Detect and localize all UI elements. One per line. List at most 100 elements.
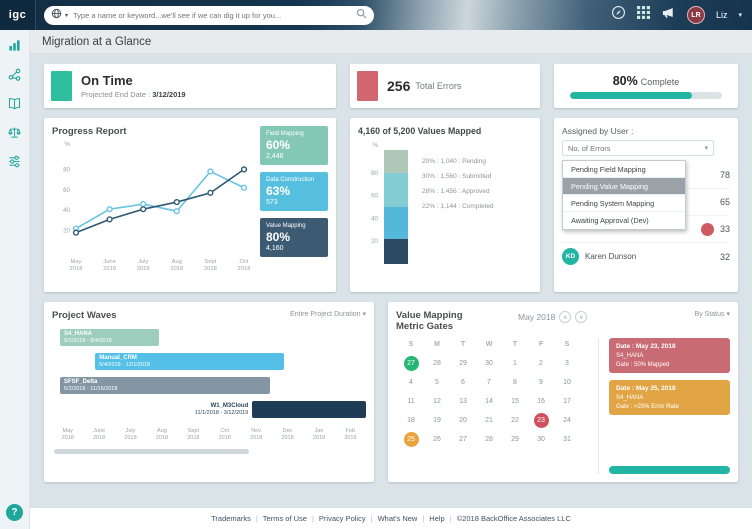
gantt-axis-label: May 2018 [52,428,83,442]
gate-rule: Gate : >25% Error Rate [616,404,679,410]
calendar-day[interactable]: 9 [539,379,543,386]
calendar-day[interactable]: 29 [459,360,467,367]
sidebar-item-dashboard[interactable] [5,40,25,56]
megaphone-icon[interactable] [661,6,676,25]
metric-gates-title: Value Mapping Metric Gates [396,310,463,332]
gantt-axis-month: Jan [314,428,324,434]
calendar-day[interactable]: 30 [537,436,545,443]
chevron-down-icon[interactable]: ▾ [65,12,69,19]
calendar-day[interactable]: 28 [433,360,441,367]
footer-copyright: ©2018 BackOffice Associates LLC [456,514,571,523]
chevron-down-icon: ∨ [579,314,584,321]
help-button[interactable]: ? [6,504,23,521]
calendar-day[interactable]: 20 [459,417,467,424]
assigned-by-user-card: Assigned by User : No. of Errors ▾ 78 65 3… [554,118,738,292]
calendar-day[interactable]: 18 [407,417,415,424]
sidebar-item-governance[interactable] [5,127,25,143]
calendar-day[interactable]: 16 [537,398,545,405]
igc-logo[interactable]: igc [0,0,36,30]
calendar-day[interactable]: 11 [407,398,415,405]
calendar-day[interactable]: 27 [459,436,467,443]
month-next-button[interactable]: ∨ [575,311,588,323]
calendar-day[interactable]: 19 [433,417,441,424]
search-icon[interactable] [356,6,367,24]
gantt-bar-range: 5/2/2018 - 8/4/2018 [64,338,112,344]
calendar-day[interactable]: 29 [511,436,519,443]
apps-grid-icon[interactable] [636,6,650,24]
footer-link[interactable]: Trademarks [211,514,251,523]
calendar-day[interactable]: 14 [485,398,493,405]
gantt-axis-label: Dec 2018 [272,428,303,442]
calendar-day[interactable]: 26 [433,436,441,443]
calendar-day[interactable]: 3 [565,360,569,367]
calendar-day[interactable]: 24 [563,417,571,424]
calendar-day-header: F [538,341,544,348]
calendar-day[interactable]: 7 [487,379,491,386]
footer-link[interactable]: What's New [377,514,418,523]
errors-filter-select[interactable]: No. of Errors ▾ [562,140,714,156]
gantt-axis-month: Sept [187,428,199,434]
calendar-day[interactable]: 13 [459,398,467,405]
user-name-label[interactable]: Liz [715,10,728,20]
user-avatar[interactable]: LR [686,6,705,24]
user-row[interactable]: 33 [562,216,730,243]
sliders-icon [8,155,21,173]
calendar-day[interactable]: 5 [435,379,439,386]
footer-link[interactable]: Help [429,514,445,523]
user-row[interactable]: KD Karen Dunson 32 [562,243,730,270]
calendar-day[interactable]: 30 [485,360,493,367]
calendar-day[interactable]: 2 [539,360,543,367]
svg-text:July: July [138,259,148,265]
footer-link[interactable]: Terms of Use [262,514,307,523]
by-status-filter[interactable]: By Status ▾ [694,311,730,318]
calendar-day[interactable]: 15 [511,398,519,405]
calendar-day[interactable]: 23 [528,411,554,430]
question-mark-icon: ? [11,507,18,518]
calendar-day[interactable]: 1 [513,360,517,367]
sidebar-item-lineage[interactable] [5,68,25,86]
calendar-day[interactable]: 12 [433,398,441,405]
search-input[interactable] [73,10,353,20]
gantt-axis-month: Oct [220,428,230,434]
gantt-bar: Manual_CRM 6/4/2018 - 12/1/2018 [95,353,285,370]
horizontal-scrollbar[interactable] [54,449,249,454]
calendar-day[interactable]: 28 [485,436,493,443]
sidebar-item-glossary[interactable] [5,98,25,114]
gantt-axis-month: Feb [345,428,356,434]
project-duration-filter[interactable]: Entire Project Duration ▾ [290,311,366,318]
compass-icon[interactable] [611,5,626,25]
user-initials: LR [691,11,701,19]
sidebar-item-settings[interactable] [5,155,25,173]
calendar-day[interactable]: 4 [409,379,413,386]
calendar-day[interactable]: 22 [511,417,519,424]
calendar-day[interactable]: 17 [563,398,571,405]
calendar-day[interactable]: 8 [513,379,517,386]
gantt-axis-label: Jan 2019 [303,428,334,442]
gantt-bar: SFSF_Delta 5/2/2018 - 11/16/2018 [60,377,270,394]
dropdown-item[interactable]: Pending Value Mapping [563,178,685,195]
on-time-accent [51,71,72,101]
calendar-day[interactable]: 31 [563,436,571,443]
globe-icon[interactable] [51,6,62,24]
svg-text:20: 20 [371,238,378,245]
calendar-day[interactable]: 6 [461,379,465,386]
calendar-day[interactable]: 10 [563,379,571,386]
footer-link[interactable]: Privacy Policy [318,514,366,523]
share-nodes-icon [8,68,21,86]
badge-percent: 60% [266,138,291,152]
footer-separator: | [422,514,425,523]
month-prev-button[interactable]: ∧ [559,311,572,323]
svg-text:2018: 2018 [103,266,116,272]
total-errors-accent [357,71,378,101]
gantt-axis-year: 2018 [281,435,294,441]
dropdown-item[interactable]: Pending System Mapping [563,195,685,212]
dropdown-item[interactable]: Awaiting Approval (Dev) [571,216,649,225]
calendar-day[interactable]: 27 [398,354,424,373]
dropdown-item[interactable]: Pending Field Mapping [563,161,685,178]
svg-text:2018: 2018 [137,266,150,272]
calendar-day[interactable]: 25 [398,430,424,449]
calendar-day[interactable]: 21 [485,417,493,424]
calendar-day-highlight: 23 [533,413,549,428]
chevron-down-icon[interactable]: ▾ [738,12,742,19]
svg-text:60: 60 [63,187,70,194]
